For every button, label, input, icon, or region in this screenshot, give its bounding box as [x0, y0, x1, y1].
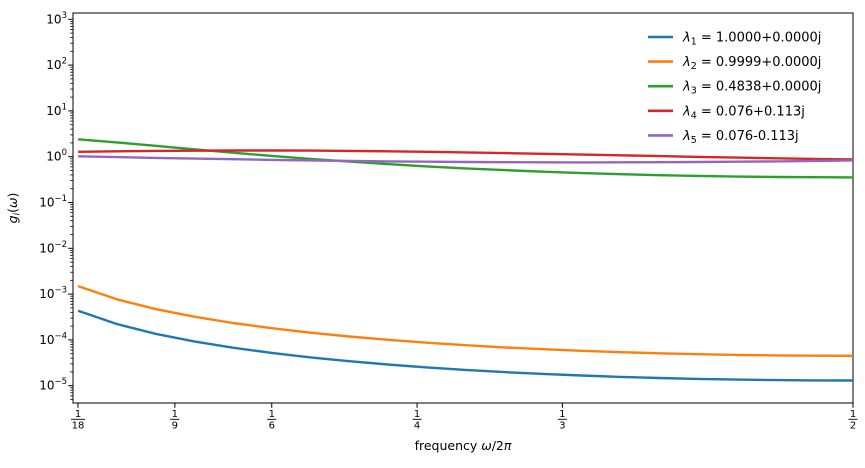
x-tick-fraction-denominator: 18 [72, 421, 85, 432]
y-tick-label: 101 [46, 102, 67, 118]
y-tick-label: 100 [46, 148, 67, 164]
plot-border [72, 12, 854, 404]
y-tick-label: 10−3 [39, 286, 67, 302]
y-tick-label: 10−1 [39, 194, 67, 210]
legend-label-3: λ3 = 0.4838+0.0000j [682, 80, 821, 97]
x-tick-fraction-denominator: 2 [850, 421, 856, 432]
y-tick-label: 10−5 [39, 377, 67, 393]
y-tick-label: 10−4 [39, 331, 67, 347]
x-tick-fraction-denominator: 3 [559, 421, 565, 432]
y-tick-label: 103 [46, 11, 67, 27]
x-tick-fraction-numerator: 1 [75, 409, 81, 420]
x-tick-fraction-denominator: 9 [172, 421, 178, 432]
x-tick-fraction-numerator: 1 [269, 409, 275, 420]
y-axis-label: gi(ω) [5, 193, 23, 224]
curve-lambda-2 [77, 284, 854, 357]
curve-lambda-4 [78, 149, 854, 161]
curve-lambda-1 [77, 309, 854, 382]
x-tick-fraction-denominator: 6 [269, 421, 275, 432]
x-tick-fraction-numerator: 1 [172, 409, 178, 420]
legend-label-1: λ1 = 1.0000+0.0000j [682, 31, 821, 48]
x-axis-label: frequency ω/2π [415, 438, 512, 453]
legend-label-5: λ5 = 0.076-0.113j [682, 129, 799, 146]
x-tick-fraction-numerator: 1 [414, 409, 420, 420]
x-tick-fraction-numerator: 1 [559, 409, 565, 420]
legend-label-2: λ2 = 0.9999+0.0000j [682, 55, 821, 72]
y-tick-label: 102 [46, 57, 67, 73]
legend-label-4: λ4 = 0.076+0.113j [682, 104, 805, 121]
curve-lambda-5 [78, 155, 854, 164]
x-tick-fraction-denominator: 4 [414, 421, 420, 432]
x-tick-fraction-numerator: 1 [850, 409, 856, 420]
y-tick-label: 10−2 [39, 240, 67, 256]
